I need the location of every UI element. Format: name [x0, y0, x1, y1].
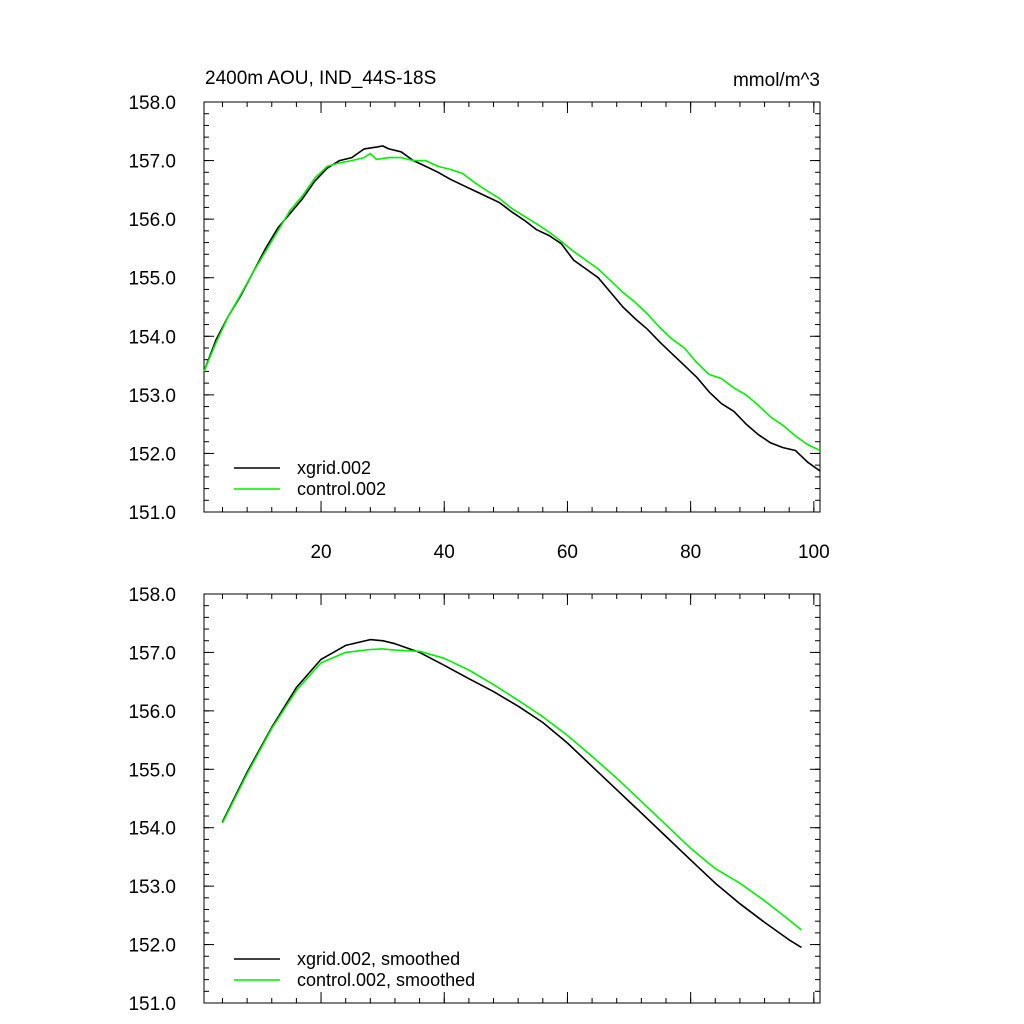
- y-tick-label: 151.0: [128, 503, 176, 524]
- plot-frame: [203, 593, 821, 1004]
- y-tick-label: 157.0: [128, 643, 176, 664]
- x-tick-label: 100: [798, 542, 830, 563]
- bottom-panel: 151.0 152.0 153.0 154.0 155.0 156.0 157.0 158.0…: [128, 585, 821, 1015]
- legend-label: xgrid.002, smoothed: [297, 949, 460, 969]
- series-line: [203, 152, 821, 452]
- y-tick-label: 152.0: [128, 444, 176, 465]
- y-tick-label: 154.0: [128, 327, 176, 348]
- y-tick-label: 151.0: [128, 994, 176, 1015]
- y-tick-label: 157.0: [128, 152, 176, 173]
- legend-label: control.002: [297, 479, 386, 499]
- x-tick-label: 40: [434, 542, 455, 563]
- y-tick-label: 156.0: [128, 210, 176, 231]
- chart-title: 2400m AOU, IND_44S-18S: [205, 68, 436, 89]
- x-tick-label: 60: [557, 542, 578, 563]
- y-tick-label: 153.0: [128, 386, 176, 407]
- y-tick-label: 156.0: [128, 702, 176, 723]
- y-tick-label: 152.0: [128, 936, 176, 957]
- y-tick-label: 158.0: [128, 585, 176, 606]
- top-panel: 151.0 152.0 153.0 154.0 155.0 156.0 157.0 158.0…: [128, 93, 829, 563]
- x-tick-label: 80: [680, 542, 701, 563]
- units-label: mmol/m^3: [733, 70, 820, 91]
- y-tick-label: 155.0: [128, 760, 176, 781]
- y-tick-label: 158.0: [128, 93, 176, 114]
- y-tick-label: 154.0: [128, 819, 176, 840]
- series-line: [221, 638, 802, 949]
- y-tick-label: 153.0: [128, 877, 176, 898]
- series-line: [203, 145, 821, 472]
- y-tick-label: 155.0: [128, 269, 176, 290]
- legend-label: xgrid.002: [297, 458, 371, 478]
- series-line: [221, 648, 803, 931]
- plot-frame: [203, 101, 821, 513]
- legend-label: control.002, smoothed: [297, 970, 475, 990]
- x-tick-label: 20: [310, 542, 331, 563]
